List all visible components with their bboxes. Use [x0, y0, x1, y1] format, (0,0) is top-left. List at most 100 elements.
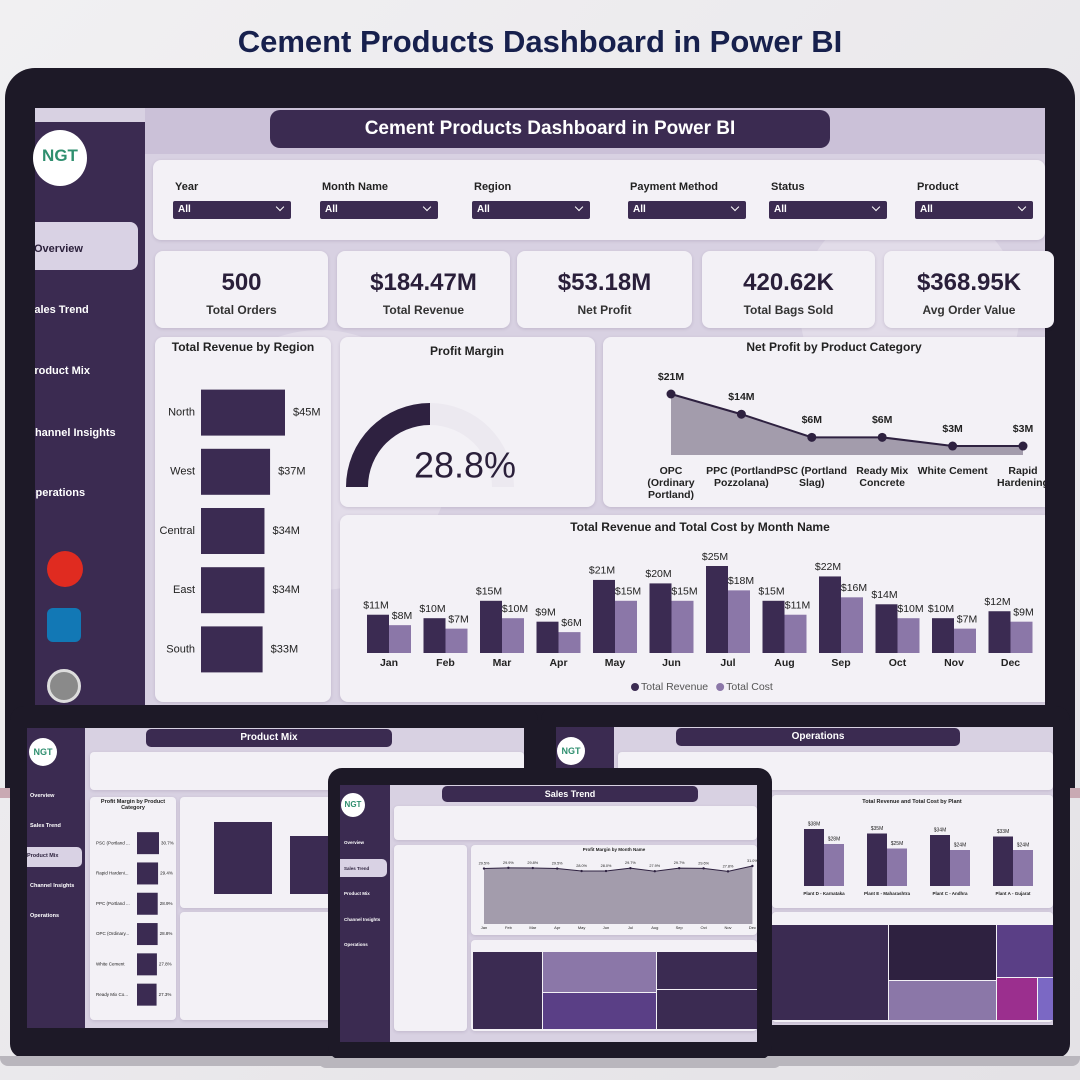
- point: [751, 864, 754, 868]
- label-layer: Total Revenue by Region Profit Margin Net …: [101, 340, 1045, 852]
- filter-dropdown[interactable]: All: [628, 201, 746, 219]
- sidebar: [27, 728, 85, 1028]
- nav-item[interactable]: Overview: [35, 243, 83, 255]
- category-label: West: [170, 466, 195, 478]
- category-label: Jan: [380, 657, 398, 669]
- nav-item[interactable]: Sales Trend: [35, 304, 89, 316]
- category-label: OPC (Ordinary Portland): [647, 465, 695, 501]
- bar: [480, 600, 502, 653]
- point: [556, 867, 559, 870]
- line: [483, 865, 753, 872]
- chart-card: [90, 797, 176, 1020]
- category-label: Plant D - Karnataka: [803, 891, 845, 896]
- filter-dropdown[interactable]: All: [769, 201, 887, 219]
- nav-item: Sales Trend: [30, 823, 61, 829]
- kpi-label: Avg Order Value: [922, 303, 1016, 317]
- category-label: Jul: [628, 925, 633, 930]
- area: [484, 866, 753, 924]
- chevron: [730, 202, 740, 212]
- filter-value: All: [920, 204, 933, 215]
- value-label: $22M: [815, 561, 841, 573]
- category-label: PSC (Portland ...: [96, 840, 130, 845]
- kpi-value: 500: [221, 269, 262, 296]
- bar: [389, 625, 411, 653]
- category-label: East: [173, 584, 195, 596]
- filter-label: Region: [474, 181, 512, 193]
- legend-swatch: [631, 683, 639, 691]
- category-label: Oct: [700, 925, 707, 930]
- filter-value: All: [633, 204, 646, 215]
- chart-title: Net Profit by Product Category: [746, 340, 922, 354]
- treemap-tile: [657, 990, 757, 1029]
- value-label: $15M: [476, 586, 502, 598]
- nav-item[interactable]: Product Mix: [35, 365, 90, 377]
- category-label: Central: [160, 525, 195, 537]
- kpi-card: $53.18M Net Profit: [517, 251, 692, 328]
- value-label: $12M: [984, 596, 1010, 608]
- category-label: Ready Mix Co...: [96, 992, 128, 997]
- chevron: [275, 202, 285, 212]
- bar: [1010, 621, 1033, 653]
- header-bar: Operations: [676, 728, 960, 746]
- nav-active: [27, 847, 82, 867]
- header-bar: Cement Products Dashboard in Power BI: [270, 110, 830, 148]
- filter-label: Status: [771, 181, 805, 193]
- bar: [988, 611, 1011, 653]
- bar: [201, 389, 285, 436]
- laptop-base: [532, 1056, 1080, 1066]
- kpi-label: Total Bags Sold: [743, 303, 834, 317]
- category-label: May: [605, 657, 626, 669]
- bar: [137, 953, 157, 976]
- bar: [841, 597, 863, 653]
- category-label: Plant A - Gujarat: [996, 891, 1031, 896]
- value-label: $10M: [897, 603, 923, 615]
- filter-dropdown[interactable]: All: [472, 201, 590, 219]
- nav-active: [340, 859, 387, 877]
- value-label: $34M: [934, 827, 947, 833]
- category-label: Nov: [944, 657, 964, 669]
- value-label: $6M: [802, 414, 823, 426]
- nav-item[interactable]: Operations: [35, 487, 86, 499]
- point: [629, 866, 632, 870]
- value-label: $7M: [957, 613, 977, 625]
- value-label: 28.0%: [576, 864, 587, 868]
- treemap-tile: [657, 952, 757, 989]
- category-label: Rapid Hardeni...: [96, 871, 129, 876]
- filter-value: All: [477, 204, 490, 215]
- category-label: Plant C - Andhra: [932, 891, 968, 896]
- value-label: $21M: [658, 371, 685, 383]
- value-label: $21M: [589, 565, 615, 577]
- logo: NGT: [341, 793, 365, 817]
- value-label: $15M: [615, 586, 641, 598]
- value-label: 28.0%: [601, 864, 612, 868]
- nav-item[interactable]: Channel Insights: [35, 427, 116, 439]
- bar: [954, 628, 976, 653]
- gauge-fill: [346, 403, 430, 487]
- nav-item: Sales Trend: [344, 865, 370, 871]
- value-label: $15M: [758, 586, 784, 598]
- value-label: 29.7%: [625, 861, 636, 865]
- filter-dropdown[interactable]: All: [320, 201, 438, 219]
- legend-label: Total Revenue: [641, 681, 708, 693]
- treemap-tile: [473, 952, 542, 1029]
- bar: [804, 829, 824, 886]
- value-label: $25M: [891, 841, 904, 847]
- point: [580, 869, 583, 873]
- kpi-label: Total Orders: [206, 303, 277, 317]
- category-label: Ready Mix Concrete: [856, 465, 909, 489]
- bar: [593, 579, 615, 653]
- category-label: Jun: [603, 925, 609, 930]
- value-label: $20M: [645, 568, 671, 580]
- value-label: $33M: [271, 643, 299, 655]
- value-label: 29.6%: [698, 861, 709, 865]
- filter-dropdown[interactable]: All: [915, 201, 1033, 219]
- value-label: $10M: [419, 603, 445, 615]
- header-bar: Product Mix: [146, 729, 392, 747]
- category-label: Jun: [662, 657, 681, 669]
- kpi-label: Total Revenue: [382, 303, 465, 317]
- filter-dropdown[interactable]: All: [173, 201, 291, 219]
- category-label: PPC (Portland ...: [96, 901, 130, 906]
- value-label: $45M: [293, 407, 321, 419]
- category-label: South: [166, 643, 195, 655]
- kpi-card: 500 Total Orders: [155, 251, 328, 328]
